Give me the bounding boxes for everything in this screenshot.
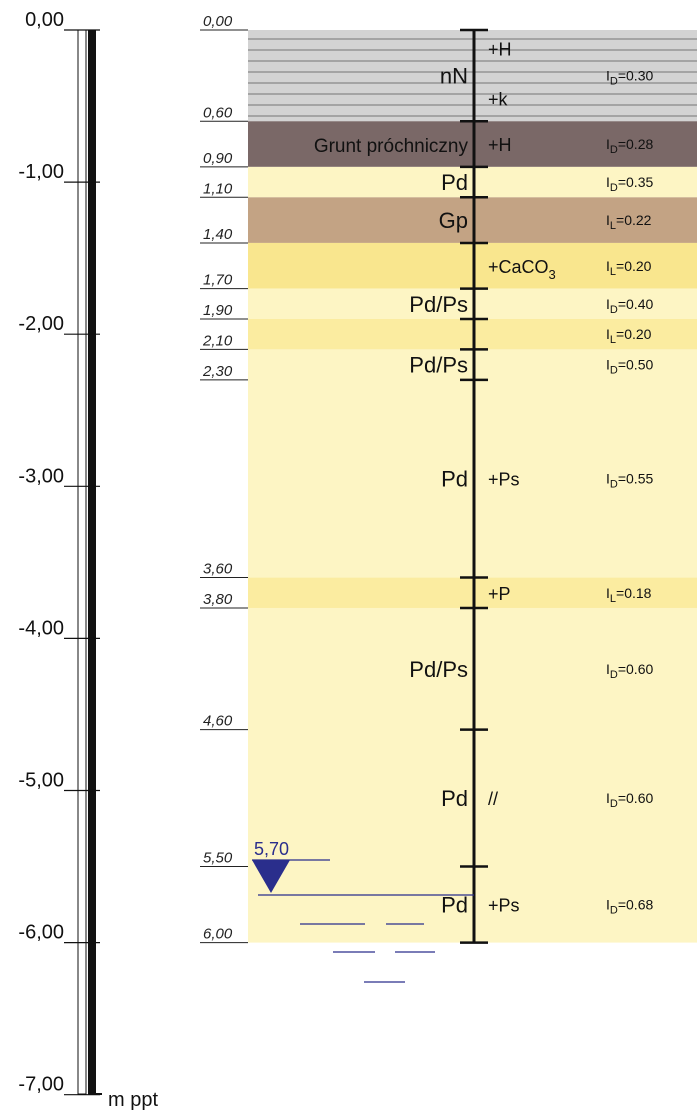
boundary-depth-label: 2,10	[202, 332, 233, 349]
water-table-marker: 5,70	[252, 839, 474, 983]
soil-type-label: Pd	[441, 170, 468, 195]
boundary-depth-label: 3,60	[203, 561, 233, 578]
soil-type-label: Pd	[441, 893, 468, 918]
admixture-label: //	[488, 789, 498, 809]
borehole-axis	[460, 28, 488, 944]
scale-unit-label: m ppt	[108, 1089, 158, 1111]
scale-label: -6,00	[18, 922, 64, 944]
admixture-label: +H	[488, 135, 512, 155]
boundary-depth-label: 3,80	[203, 591, 233, 608]
scale-bar-white	[77, 29, 87, 1095]
soil-index-label: ID=0.60	[606, 661, 653, 681]
boundary-depth-label: 5,50	[203, 850, 233, 867]
scale-label: -7,00	[18, 1074, 64, 1096]
soil-index-label: ID=0.35	[606, 174, 653, 194]
admixture-label: +Ps	[488, 896, 520, 916]
soil-type-label: Pd	[441, 786, 468, 811]
soil-type-label: Gp	[439, 208, 468, 233]
soil-type-label: nN	[440, 64, 468, 89]
scale-label: 0,00	[25, 9, 64, 31]
admixture-label: +P	[488, 584, 511, 604]
scale-label: -3,00	[18, 465, 64, 487]
soil-type-label: Grunt próchniczny	[314, 136, 469, 157]
boundary-depth-label: 1,70	[203, 272, 233, 289]
soil-index-label: ID=0.28	[606, 136, 653, 156]
water-table-label: 5,70	[254, 839, 289, 859]
soil-index-label: IL=0.22	[606, 212, 652, 232]
soil-type-label: Pd/Ps	[409, 353, 468, 378]
admixture-label: +Ps	[488, 470, 520, 490]
boundary-depth-label: 0,60	[203, 104, 233, 121]
soil-index-label: ID=0.60	[606, 790, 653, 810]
scale-label: -2,00	[18, 313, 64, 335]
scale-label: -1,00	[18, 161, 64, 183]
soil-index-label: ID=0.68	[606, 897, 653, 917]
soil-index-label: IL=0.18	[606, 585, 652, 605]
boundary-depth-label: 0,00	[203, 13, 233, 30]
soil-index-labels: ID=0.30 ID=0.28 ID=0.35 IL=0.22 IL=0.20 ID=0.…	[606, 68, 653, 917]
soil-index-label: IL=0.20	[606, 326, 652, 346]
depth-scale: 0,00 -1,00 -2,00 -3,00 -4,00 -5,00 -6,00 -7,00	[18, 9, 102, 1096]
soil-type-labels: nN Grunt próchniczny Pd Gp Pd/Ps Pd/Ps Pd Pd/Ps…	[314, 64, 469, 918]
soil-type-label: Pd/Ps	[409, 292, 468, 317]
scale-label: -5,00	[18, 770, 64, 792]
scale-label: -4,00	[18, 617, 64, 639]
boundary-depth-label: 2,30	[202, 363, 233, 380]
boundary-depth-label: 1,10	[203, 180, 233, 197]
soil-index-label: ID=0.55	[606, 471, 653, 491]
boundary-depth-label: 0,90	[203, 150, 233, 167]
water-table-triangle	[252, 859, 290, 893]
boundary-depth-label: 4,60	[203, 713, 233, 730]
soil-index-label: ID=0.30	[606, 68, 653, 88]
admixture-label: +H	[488, 39, 512, 59]
boundary-depth-label: 1,90	[203, 302, 233, 319]
soil-index-label: ID=0.50	[606, 357, 653, 377]
scale-bar-black	[88, 30, 96, 1094]
soil-type-label: Pd/Ps	[409, 657, 468, 682]
soil-index-label: ID=0.40	[606, 296, 653, 316]
soil-index-label: IL=0.20	[606, 258, 652, 278]
soil-type-label: Pd	[441, 467, 468, 492]
admixture-label: +k	[488, 89, 509, 109]
boundary-depth-label: 1,40	[203, 226, 233, 243]
boundary-depth-label: 6,00	[203, 926, 233, 943]
boundary-depth-labels: 0,00 0,60 0,90 1,10 1,40 1,70 1,90 2,10 2,30 3,60…	[200, 13, 248, 944]
